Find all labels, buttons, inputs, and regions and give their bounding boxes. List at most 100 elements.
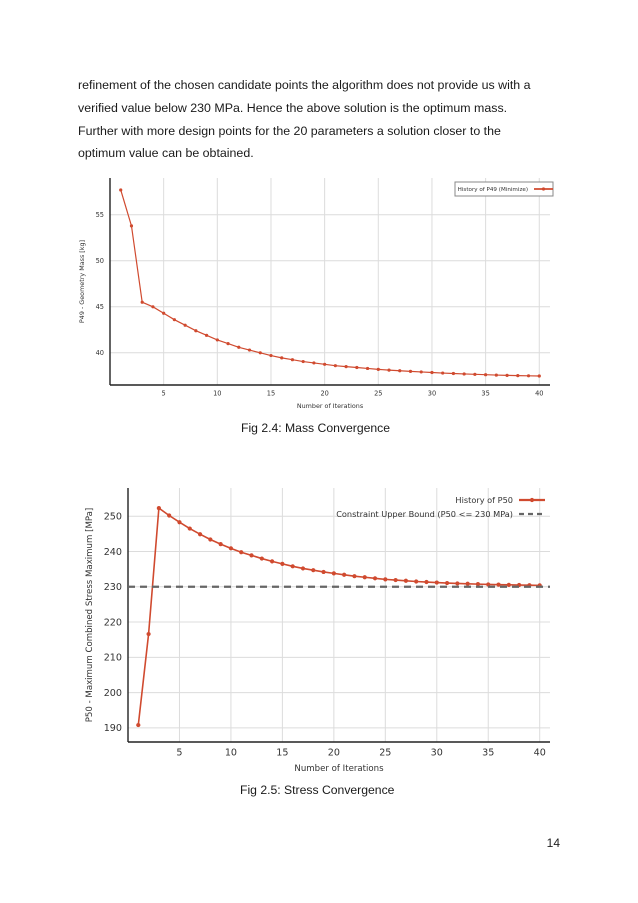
data-point: [505, 373, 509, 377]
data-point: [496, 582, 501, 587]
data-point: [269, 353, 273, 358]
data-point: [414, 579, 419, 584]
y-tick-label: 220: [104, 617, 122, 628]
data-point: [494, 373, 498, 377]
data-point: [516, 374, 520, 378]
y-axis-label: P49 - Geometry Mass [kg]: [78, 240, 86, 323]
data-point: [365, 366, 370, 371]
data-point: [156, 506, 161, 511]
data-point: [398, 369, 402, 373]
mass-convergence-figure: 5 10 15 20 25 30 35 40 40 45 50 55 Number of Iterati…: [70, 174, 560, 414]
data-point: [146, 631, 151, 637]
legend-label: History of P49 (Minimize): [458, 187, 528, 193]
legend-marker: [529, 497, 535, 503]
data-point: [473, 372, 477, 376]
stress-convergence-figure: 5 10 15 20 25 30 35 40 190 200 210 220 230 240 250 Numb…: [70, 486, 560, 776]
x-tick-label: 10: [225, 748, 237, 759]
data-point: [183, 323, 187, 327]
paragraph-line: refinement of the chosen candidate point…: [78, 78, 531, 92]
y-tick-label: 250: [104, 512, 122, 523]
data-point: [444, 580, 450, 586]
x-axis-label: Number of Iterations: [297, 402, 364, 410]
data-point: [465, 581, 470, 586]
data-point: [321, 569, 326, 575]
series-line: [137, 506, 540, 726]
data-point: [249, 553, 254, 558]
page-number: 14: [546, 836, 560, 850]
data-point: [239, 550, 244, 555]
y-tick-label: 40: [96, 349, 104, 357]
data-point: [312, 361, 316, 365]
data-point: [258, 351, 262, 355]
x-tick-label: 20: [320, 390, 328, 398]
y-tick-label: 190: [104, 723, 122, 734]
y-tick-label: 210: [104, 653, 122, 664]
legend-label: Constraint Upper Bound (P50 <= 230 MPa): [336, 509, 513, 519]
x-tick-label: 25: [374, 390, 382, 398]
x-tick-label: 35: [482, 748, 494, 759]
data-point: [290, 564, 295, 569]
data-point: [259, 556, 264, 561]
x-tick-label: 5: [176, 748, 182, 759]
y-tick-label: 230: [104, 582, 122, 593]
data-point: [228, 546, 234, 551]
data-point: [441, 371, 445, 375]
legend-marker: [541, 187, 546, 191]
data-point: [204, 333, 209, 337]
paragraph-line: optimum value can be obtained.: [78, 146, 254, 161]
data-point: [355, 365, 359, 370]
data-point: [372, 576, 378, 581]
data-point: [484, 373, 488, 377]
data-point: [311, 568, 316, 573]
data-point: [218, 541, 223, 547]
chart-legend: History of P50 Constraint Upper Bound (P5…: [336, 495, 545, 519]
data-point: [226, 342, 230, 346]
stress-convergence-chart: 5 10 15 20 25 30 35 40 190 200 210 220 230 240 250 Numb…: [85, 488, 550, 774]
data-point: [486, 582, 491, 587]
data-point: [129, 224, 134, 228]
data-point: [177, 520, 182, 525]
data-point: [342, 572, 347, 577]
data-point: [526, 374, 531, 378]
x-tick-label: 35: [481, 390, 489, 398]
x-tick-label: 40: [534, 748, 546, 759]
data-point: [331, 571, 336, 576]
data-point: [424, 579, 429, 585]
y-tick-label: 50: [96, 257, 104, 265]
data-point: [387, 368, 391, 372]
data-point: [247, 348, 252, 352]
paragraph-line: verified value below 230 MPa. Hence the …: [78, 100, 508, 115]
x-tick-label: 25: [379, 748, 391, 759]
data-point: [451, 371, 456, 376]
data-point: [393, 577, 398, 583]
data-point: [215, 338, 219, 342]
x-tick-label: 10: [213, 390, 221, 398]
data-point: [455, 581, 460, 586]
x-tick-label: 15: [276, 748, 288, 759]
x-tick-label: 20: [328, 748, 340, 759]
data-point: [362, 575, 367, 580]
y-tick-label: 45: [96, 303, 104, 311]
data-point: [172, 318, 176, 322]
figure-caption-stress: Fig 2.5: Stress Convergence: [240, 783, 395, 797]
x-tick-label: 15: [267, 390, 275, 398]
x-tick-label: 40: [535, 390, 543, 398]
data-point: [344, 365, 348, 369]
legend-label: History of P50: [455, 495, 513, 505]
y-tick-label: 240: [104, 547, 122, 558]
y-tick-label: 200: [104, 688, 122, 699]
data-point: [475, 582, 481, 587]
data-point: [506, 582, 511, 587]
data-point: [280, 356, 284, 360]
y-axis-label: P50 - Maximum Combined Stress Maximum [M…: [85, 508, 95, 723]
paragraph-line: Further with more design points for the …: [78, 123, 501, 138]
data-point: [434, 580, 439, 585]
data-point: [403, 578, 409, 583]
data-point: [537, 374, 541, 378]
data-point: [208, 537, 213, 542]
x-tick-label: 30: [428, 390, 436, 398]
data-point: [197, 532, 203, 537]
data-point: [300, 566, 306, 571]
x-tick-label: 30: [431, 748, 443, 759]
data-point: [119, 188, 123, 192]
